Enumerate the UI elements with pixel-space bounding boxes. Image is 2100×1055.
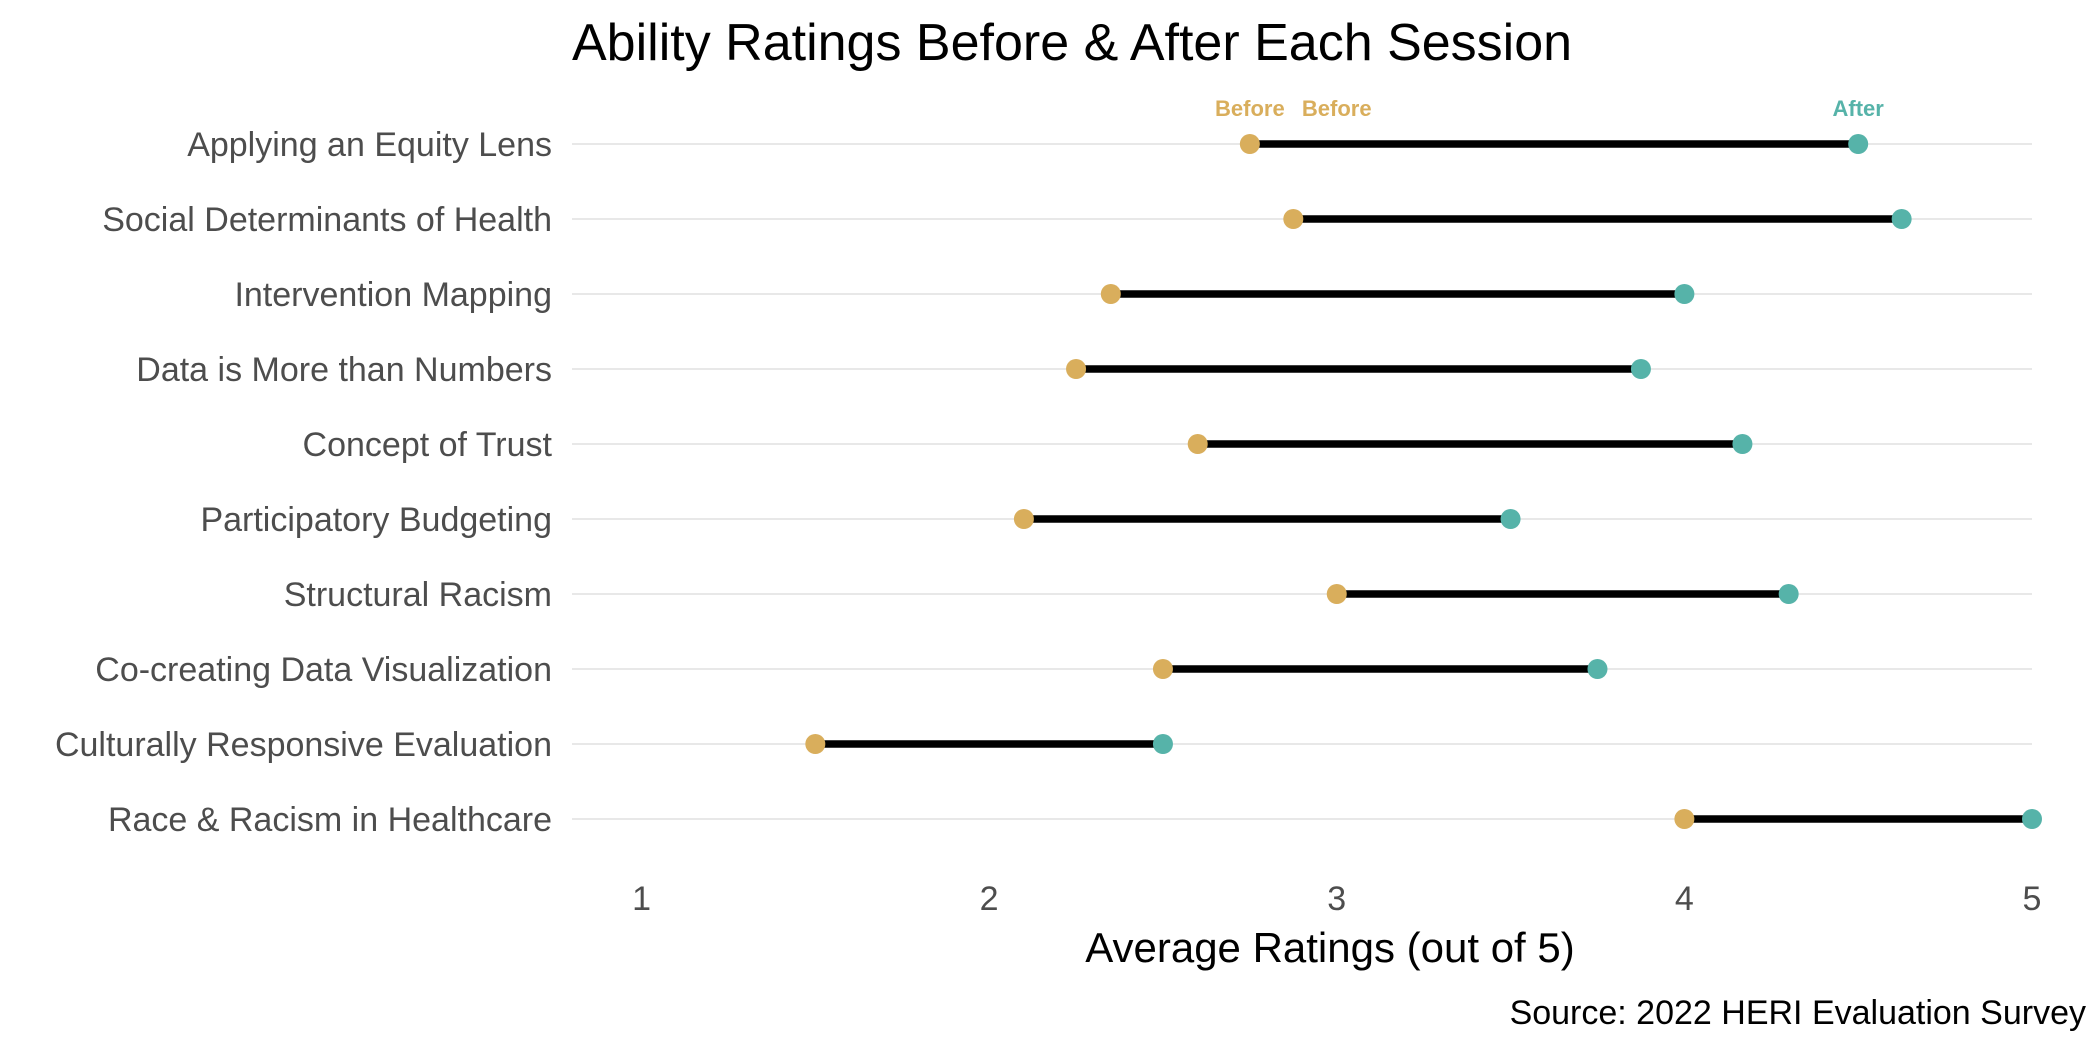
category-label: Applying an Equity Lens [187,126,552,164]
category-label: Co-creating Data Visualization [95,651,552,689]
category-label: Race & Racism in Healthcare [108,801,552,839]
after-point [1500,509,1521,529]
before-point [1013,509,1034,529]
category-label: Concept of Trust [303,426,553,464]
series-annotation: After [1833,96,1885,121]
after-point [1587,659,1608,679]
before-point [1674,809,1695,829]
before-point [805,734,826,754]
x-axis-tick-labels: 1 2 3 4 5 [632,880,2041,918]
after-point [1778,584,1799,604]
after-point [1152,734,1173,754]
x-axis-title: Average Ratings (out of 5) [1085,924,1575,971]
before-point [1187,434,1208,454]
x-tick-label: 4 [1675,880,1694,918]
before-point [1066,359,1087,379]
before-point [1100,284,1121,304]
after-point [1848,134,1869,154]
x-tick-label: 1 [632,880,651,918]
series-annotations: Before Before After [1215,96,1884,121]
category-label: Social Determinants of Health [102,201,552,239]
after-point [1891,209,1912,229]
data-points [805,134,2042,829]
before-point [1283,209,1304,229]
x-tick-label: 5 [2023,880,2042,918]
before-point [1326,584,1347,604]
before-point [1152,659,1173,679]
category-label: Culturally Responsive Evaluation [55,726,552,764]
category-labels: Applying an Equity Lens Social Determinan… [55,126,553,839]
grid-lines [572,143,2032,820]
after-point [2022,809,2042,829]
after-point [1732,434,1753,454]
category-label: Structural Racism [284,576,552,614]
before-point [1239,134,1260,154]
category-label: Data is More than Numbers [136,351,552,389]
series-annotation: Before [1215,96,1285,121]
dumbbell-segments [815,140,2032,823]
after-point [1674,284,1695,304]
x-tick-label: 2 [980,880,999,918]
category-label: Intervention Mapping [234,276,552,314]
after-point [1630,359,1651,379]
category-label: Participatory Budgeting [200,501,552,539]
x-tick-label: 3 [1327,880,1346,918]
source-caption: Source: 2022 HERI Evaluation Survey [1510,994,2086,1032]
chart-title: Ability Ratings Before & After Each Sess… [572,14,1572,72]
series-annotation: Before [1302,96,1372,121]
